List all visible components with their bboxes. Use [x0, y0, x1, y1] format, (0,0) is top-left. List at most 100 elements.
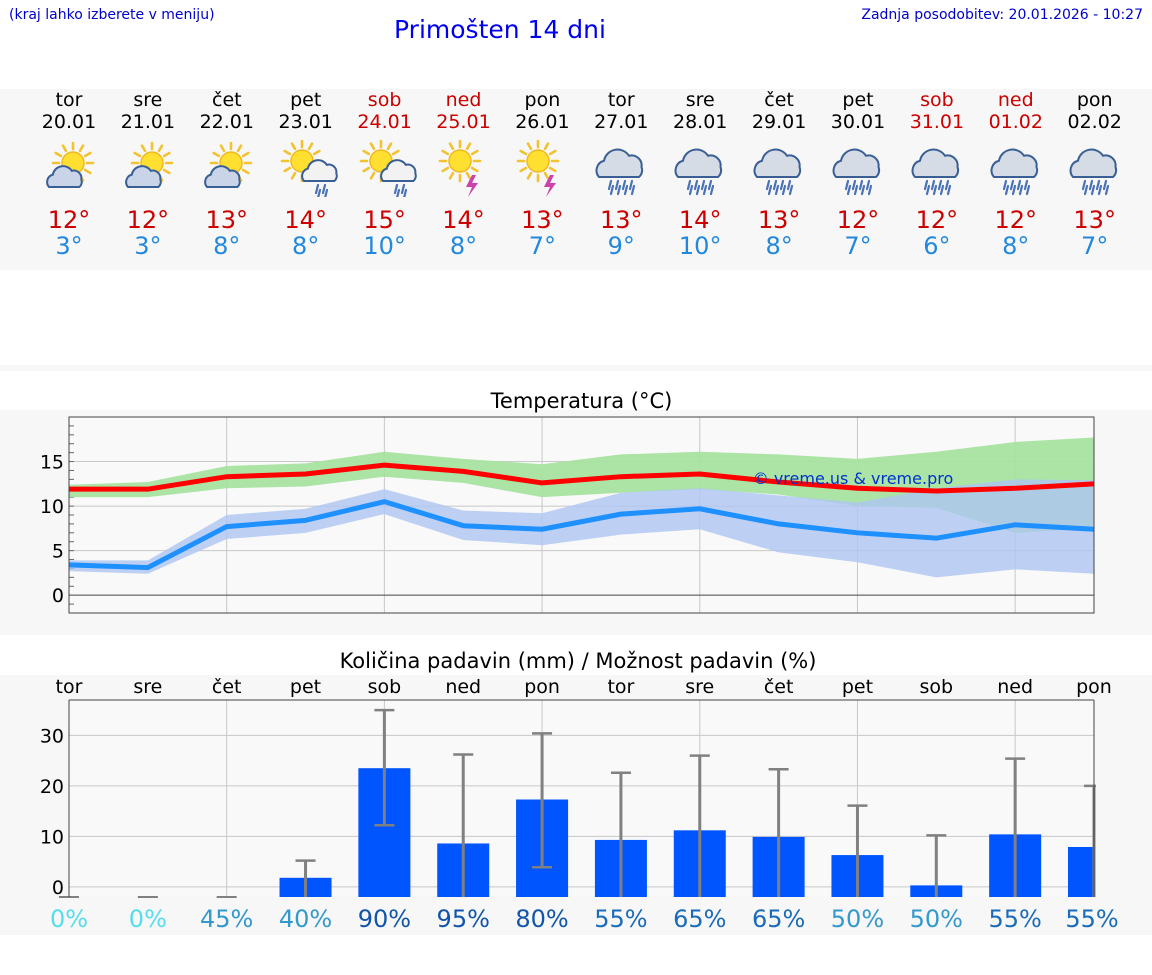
- day-name: tor: [55, 89, 83, 111]
- temp-min: 8°: [292, 232, 320, 260]
- day-date: 31.01: [909, 111, 965, 133]
- temp-max: 12°: [915, 206, 959, 234]
- day-date: 30.01: [830, 111, 886, 133]
- day-column: tor 27.01 13° 9°: [581, 89, 661, 259]
- sun-cloud-rain-icon: [280, 139, 338, 197]
- precip-probability: 0%: [129, 905, 167, 933]
- y-tick-label: 20: [40, 776, 64, 798]
- last-update: Zadnja posodobitev: 20.01.2026 - 10:27: [861, 7, 1143, 23]
- day-column: sob 24.01 15° 10°: [345, 89, 425, 259]
- range-band-min: [69, 479, 1094, 578]
- day-date: 02.02: [1067, 111, 1122, 133]
- x-category-label: pon: [524, 676, 560, 698]
- plot-border: [68, 416, 1095, 614]
- y-tick-label: 5: [52, 541, 64, 563]
- day-date: 25.01: [436, 111, 491, 133]
- precip-probability: 65%: [673, 905, 726, 933]
- page-title: Primošten 14 dni: [394, 15, 606, 44]
- precip-probability: 45%: [200, 905, 253, 933]
- day-column: sre 21.01 12° 3°: [108, 89, 188, 259]
- series-line-min: [68, 499, 1095, 571]
- precip-probability: 55%: [988, 905, 1041, 933]
- temp-max: 12°: [836, 206, 880, 234]
- temp-max: 12°: [126, 206, 170, 234]
- day-column: pon 02.02 13° 7°: [1055, 89, 1135, 259]
- y-tick-label: 30: [40, 725, 64, 747]
- y-tick-label: 0: [52, 877, 64, 899]
- watermark: © vreme.us & vreme.pro: [753, 469, 954, 488]
- cloud-rain-icon: [1069, 148, 1117, 196]
- cloud-rain-icon: [595, 148, 644, 196]
- day-date: 20.01: [41, 111, 97, 133]
- x-category-label: čet: [764, 676, 794, 698]
- chart-title: Količina padavin (mm) / Možnost padavin …: [340, 649, 817, 673]
- day-name: pon: [1076, 89, 1113, 111]
- sun-cloud-icon: [203, 141, 253, 188]
- precip-probability: 80%: [515, 905, 568, 933]
- x-category-label: tor: [607, 676, 634, 698]
- day-column: sob 31.01 12° 6°: [897, 89, 977, 259]
- precip-probability: 50%: [910, 905, 963, 933]
- temp-min: 7°: [1081, 232, 1109, 260]
- day-date: 22.01: [199, 111, 254, 133]
- temp-min: 10°: [678, 232, 722, 260]
- plot-area: [69, 700, 1094, 897]
- temp-min: 8°: [213, 232, 241, 260]
- day-date: 21.01: [120, 111, 176, 133]
- forecast-band: [0, 89, 1152, 270]
- precip-probability: 0%: [50, 905, 88, 933]
- temp-max: 14°: [678, 206, 722, 234]
- precipitation-chart: Količina padavin (mm) / Možnost padavin …: [40, 649, 1119, 933]
- x-category-label: čet: [212, 676, 242, 698]
- y-tick-label: 0: [52, 585, 64, 607]
- y-tick-label: 10: [40, 496, 64, 518]
- day-date: 26.01: [515, 111, 570, 133]
- precip-bar: [1068, 846, 1094, 897]
- day-date: 27.01: [594, 111, 649, 133]
- temp-min: 7°: [528, 232, 557, 260]
- cloud-rain-icon: [753, 148, 802, 196]
- temp-min: 8°: [449, 232, 478, 260]
- precip-probability: 95%: [437, 905, 490, 933]
- separator-band: [0, 365, 1152, 371]
- temp-min: 8°: [1002, 232, 1030, 260]
- x-category-label: pet: [842, 676, 873, 698]
- temp-min: 7°: [844, 232, 872, 260]
- cloud-rain-icon: [674, 148, 723, 196]
- cloud-rain-icon: [832, 148, 881, 196]
- precip-probability: 40%: [279, 905, 332, 933]
- x-category-label: pet: [290, 676, 321, 698]
- day-name: sob: [367, 89, 402, 111]
- temp-min: 6°: [923, 232, 951, 260]
- x-category-label: pon: [1076, 676, 1112, 698]
- day-date: 28.01: [672, 111, 728, 133]
- sun-cloud-icon: [46, 141, 95, 188]
- day-name: pet: [290, 89, 322, 111]
- day-name: pon: [524, 89, 561, 111]
- day-column: sre 28.01 14° 10°: [660, 89, 740, 259]
- x-category-label: tor: [56, 676, 83, 698]
- precip-probability: 90%: [358, 905, 411, 933]
- temp-max: 13°: [205, 206, 249, 234]
- day-column: čet 29.01 13° 8°: [739, 89, 819, 259]
- precip-probability: 65%: [752, 905, 805, 933]
- day-name: sre: [685, 89, 715, 111]
- x-category-label: sob: [920, 676, 954, 698]
- cloud-rain-icon: [911, 148, 959, 196]
- temp-min: 9°: [607, 232, 635, 260]
- temp-max: 12°: [994, 206, 1038, 234]
- x-category-label: ned: [997, 676, 1033, 698]
- temp-min: 3°: [134, 232, 162, 260]
- location-menu-hint: (kraj lahko izberete v meniju): [9, 7, 215, 23]
- day-name: tor: [607, 89, 635, 111]
- day-date: 29.01: [751, 111, 807, 133]
- day-date: 01.02: [988, 111, 1043, 133]
- day-column: tor 20.01 12° 3°: [29, 89, 109, 259]
- day-date: 23.01: [278, 111, 333, 133]
- temperature-chart: Temperatura (°C) 0 5 10 15 © vreme.us & vreme…: [40, 389, 1095, 614]
- day-name: sre: [133, 89, 163, 111]
- temp-max: 13°: [521, 206, 564, 234]
- day-column: ned 01.02 12° 8°: [976, 89, 1056, 259]
- x-category-label: sob: [368, 676, 402, 698]
- temp-max: 12°: [47, 206, 91, 234]
